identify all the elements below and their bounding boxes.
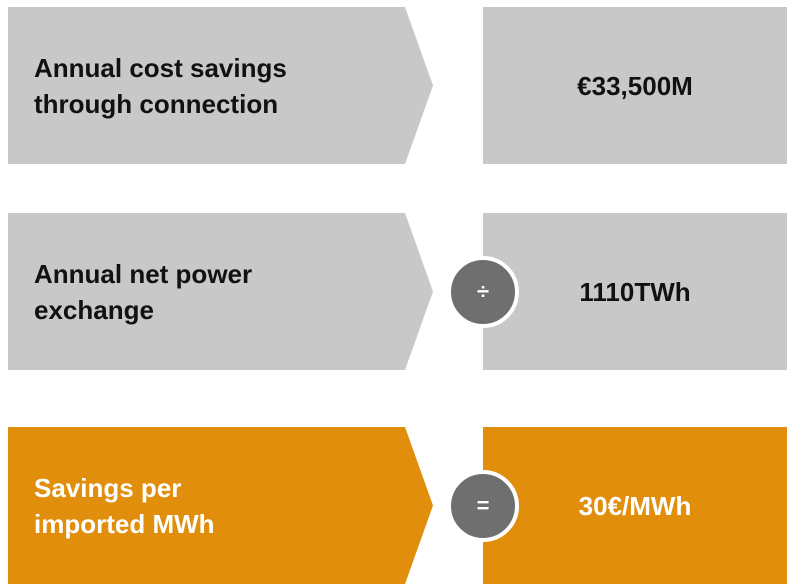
value-box: €33,500M bbox=[483, 7, 787, 164]
value-box: 1110TWh bbox=[483, 213, 787, 370]
label-line: Annual net power bbox=[34, 258, 253, 289]
value: 30€/MWh bbox=[578, 490, 692, 521]
label-line: Annual cost savings bbox=[34, 52, 287, 83]
value: €33,500M bbox=[577, 70, 693, 101]
operator-circle: ÷ bbox=[447, 255, 519, 328]
label-line: Savings per bbox=[34, 472, 182, 503]
label-line: imported MWh bbox=[34, 508, 215, 539]
label-chevron: Annual net power exchange bbox=[8, 213, 433, 370]
label-line: through connection bbox=[34, 88, 279, 119]
value-box: 30€/MWh bbox=[483, 427, 787, 584]
label-line: exchange bbox=[34, 294, 154, 325]
value: 1110TWh bbox=[579, 276, 691, 307]
label-chevron: Annual cost savings through connection bbox=[8, 7, 433, 164]
label-chevron: Savings per imported MWh bbox=[8, 427, 433, 584]
operator-circle: = bbox=[447, 469, 519, 542]
